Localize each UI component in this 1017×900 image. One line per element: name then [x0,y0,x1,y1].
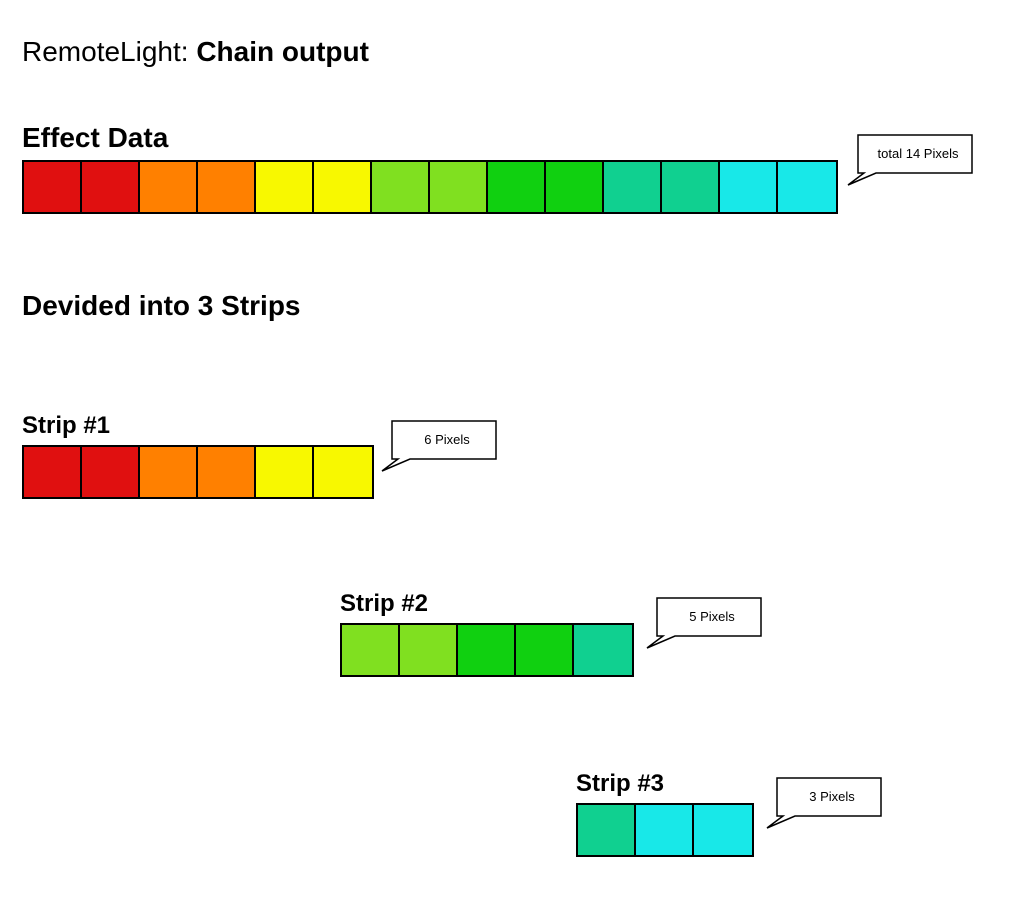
effect-data-callout: total 14 Pixels [846,134,976,174]
strip-1-callout: 6 Pixels [380,420,500,460]
pixel-cell [372,162,430,212]
pixel-cell [256,447,314,497]
pixel-cell [778,162,836,212]
divided-heading: Devided into 3 Strips [22,290,301,322]
pixel-cell [198,447,256,497]
pixel-cell [82,447,140,497]
title-prefix: RemoteLight: [22,36,196,67]
pixel-cell [488,162,546,212]
effect-data-row [22,160,838,214]
pixel-cell [82,162,140,212]
pixel-cell [574,625,632,675]
pixel-cell [140,447,198,497]
pixel-cell [546,162,604,212]
pixel-cell [342,625,400,675]
strip-3-label: Strip #3 [576,770,664,798]
pixel-cell [516,625,574,675]
strip-3-row [576,803,754,857]
pixel-cell [24,447,82,497]
pixel-cell [314,447,372,497]
pixel-cell [430,162,488,212]
strip-1-row [22,445,374,499]
pixel-cell [662,162,720,212]
strip-3-callout-text: 3 Pixels [779,777,885,815]
title-main: Chain output [196,36,369,67]
pixel-cell [198,162,256,212]
strip-1-callout-text: 6 Pixels [394,420,500,458]
strip-2-callout-text: 5 Pixels [659,597,765,635]
diagram-canvas: RemoteLight: Chain output Effect Data to… [0,0,1017,900]
pixel-cell [694,805,752,855]
effect-data-callout-text: total 14 Pixels [860,134,976,172]
pixel-cell [256,162,314,212]
pixel-cell [636,805,694,855]
pixel-cell [140,162,198,212]
pixel-cell [400,625,458,675]
pixel-cell [314,162,372,212]
effect-data-heading: Effect Data [22,122,168,154]
pixel-cell [458,625,516,675]
pixel-cell [720,162,778,212]
strip-2-callout: 5 Pixels [645,597,765,637]
strip-3-callout: 3 Pixels [765,777,885,817]
page-title: RemoteLight: Chain output [22,36,369,68]
strip-1-label: Strip #1 [22,412,110,440]
strip-2-label: Strip #2 [340,590,428,618]
strip-2-row [340,623,634,677]
pixel-cell [604,162,662,212]
pixel-cell [24,162,82,212]
pixel-cell [578,805,636,855]
